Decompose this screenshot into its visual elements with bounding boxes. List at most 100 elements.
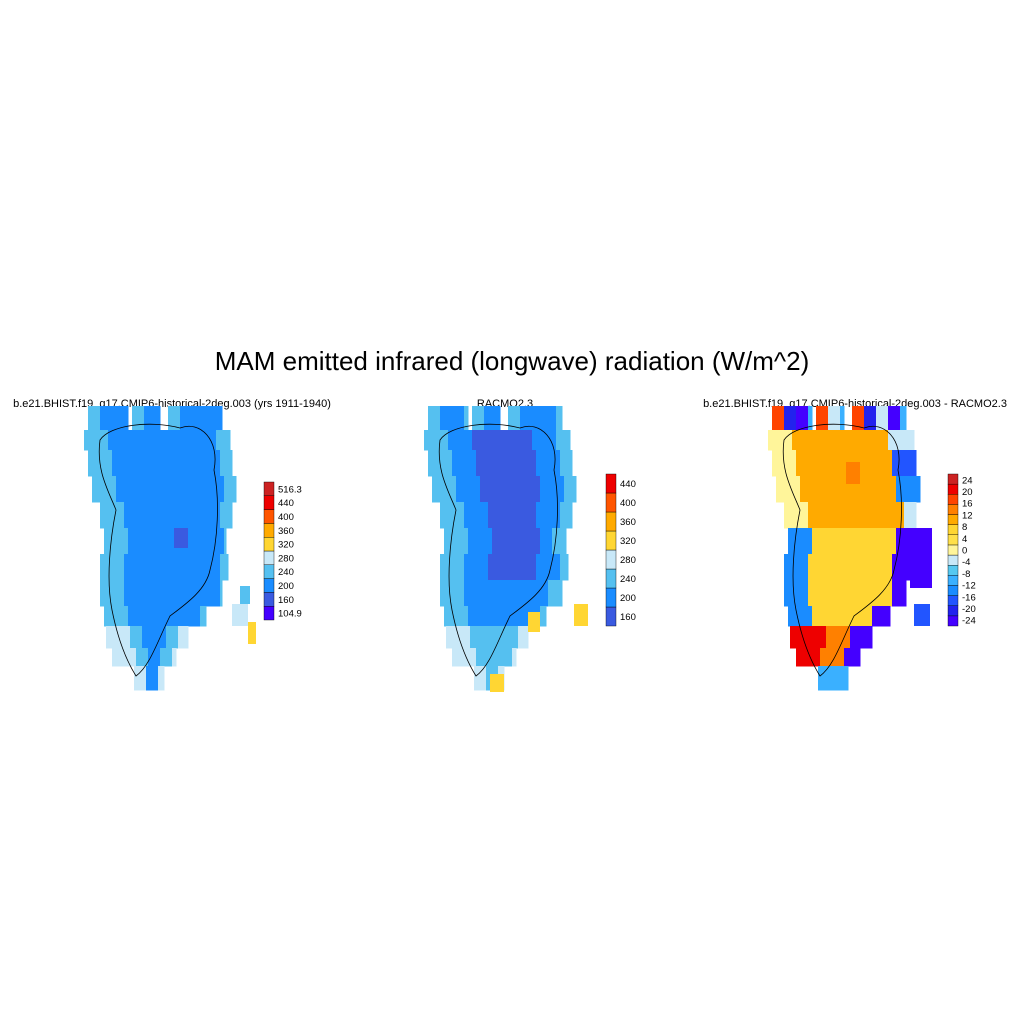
page-title: MAM emitted infrared (longwave) radiatio… — [214, 346, 810, 376]
grid-cell — [540, 606, 547, 627]
grid-cell — [164, 528, 177, 555]
grid-cell — [868, 580, 881, 607]
grid-cell — [436, 430, 449, 451]
grid-cell — [124, 406, 129, 431]
grid-cell — [464, 580, 477, 607]
grid-cell — [172, 580, 185, 607]
grid-cell — [812, 528, 825, 555]
grid-cell — [828, 406, 841, 431]
colorbar-tick-label: 4 — [962, 534, 967, 545]
grid-cell — [914, 604, 930, 626]
colorbar-swatch — [947, 534, 959, 546]
colorbar-swatch — [947, 524, 959, 536]
grid-cell — [488, 554, 501, 581]
grid-cell — [166, 626, 179, 649]
grid-cell — [824, 528, 837, 555]
grid-cell — [844, 502, 857, 529]
grid-cell — [816, 430, 829, 451]
grid-cell — [820, 554, 833, 581]
grid-cell — [224, 476, 237, 503]
colorbar-tick-label: 360 — [620, 517, 636, 528]
coastline-panel-3 — [782, 423, 902, 677]
grid-cell — [172, 554, 185, 581]
colorbar-swatch — [947, 544, 959, 556]
colorbar-swatch — [605, 606, 617, 627]
grid-cell — [208, 450, 221, 477]
grid-cell — [476, 554, 489, 581]
grid-cell — [440, 502, 453, 529]
grid-cell — [100, 450, 113, 477]
grid-cell — [788, 606, 801, 627]
colorbar-tick-label: 280 — [278, 553, 294, 564]
grid-cell — [124, 554, 137, 581]
grid-cell — [548, 554, 561, 581]
grid-cell — [172, 502, 185, 529]
grid-cell — [524, 554, 537, 581]
grid-cell — [452, 648, 465, 667]
grid-cell — [532, 430, 545, 451]
grid-cell — [820, 450, 833, 477]
grid-cell — [826, 626, 839, 649]
grid-cell — [188, 528, 201, 555]
grid-cell — [134, 666, 147, 691]
colorbar-swatch — [605, 549, 617, 570]
grid-cell — [100, 406, 113, 431]
grid-cell — [464, 648, 477, 667]
grid-cell — [836, 606, 849, 627]
grid-cell — [428, 406, 441, 431]
grid-cell — [136, 580, 149, 607]
grid-cell — [856, 580, 869, 607]
grid-cell — [812, 606, 825, 627]
grid-cell — [512, 450, 525, 477]
grid-cell — [220, 450, 233, 477]
grid-cell — [232, 604, 248, 626]
colorbar-swatch — [605, 587, 617, 608]
colorbar-swatch — [263, 564, 275, 579]
grid-cell — [796, 450, 809, 477]
grid-cell — [220, 554, 229, 581]
grid-cell — [828, 430, 841, 451]
grid-cell — [832, 450, 845, 477]
grid-cell — [876, 406, 889, 431]
grid-cell — [148, 580, 161, 607]
grid-cell — [124, 450, 137, 477]
grid-cell — [784, 406, 797, 431]
grid-cell — [552, 476, 565, 503]
grid-cell — [488, 580, 501, 607]
grid-cell — [832, 554, 845, 581]
grid-cell — [516, 606, 529, 627]
colorbar-swatch — [605, 473, 617, 494]
grid-cell — [124, 648, 137, 667]
grid-cell — [116, 606, 129, 627]
grid-cell — [868, 554, 881, 581]
grid-cell — [830, 666, 843, 691]
grid-cell — [200, 476, 213, 503]
grid-cell — [464, 450, 477, 477]
grid-cell — [506, 626, 519, 649]
grid-cell — [904, 450, 917, 477]
grid-cell — [116, 528, 129, 555]
grid-cell — [832, 580, 845, 607]
grid-cell — [112, 406, 125, 431]
grid-cell — [884, 606, 891, 627]
grid-cell — [840, 406, 845, 431]
grid-cell — [492, 528, 505, 555]
grid-cell — [120, 430, 133, 451]
colorbar-swatch — [263, 592, 275, 607]
grid-cell — [140, 528, 153, 555]
grid-cell — [512, 648, 517, 667]
grid-cell — [884, 528, 897, 555]
colorbar-tick-label: 516.3 — [278, 484, 302, 495]
grid-cell — [880, 502, 893, 529]
grid-cell — [524, 502, 537, 529]
grid-cell — [216, 430, 229, 451]
grid-cell — [876, 430, 889, 451]
grid-cell — [180, 430, 193, 451]
grid-cell — [116, 476, 129, 503]
colorbar-tick-label: -20 — [962, 604, 976, 615]
grid-cell — [808, 554, 821, 581]
grid-cell — [128, 528, 141, 555]
grid-cell — [862, 626, 873, 649]
grid-cell — [872, 476, 885, 503]
